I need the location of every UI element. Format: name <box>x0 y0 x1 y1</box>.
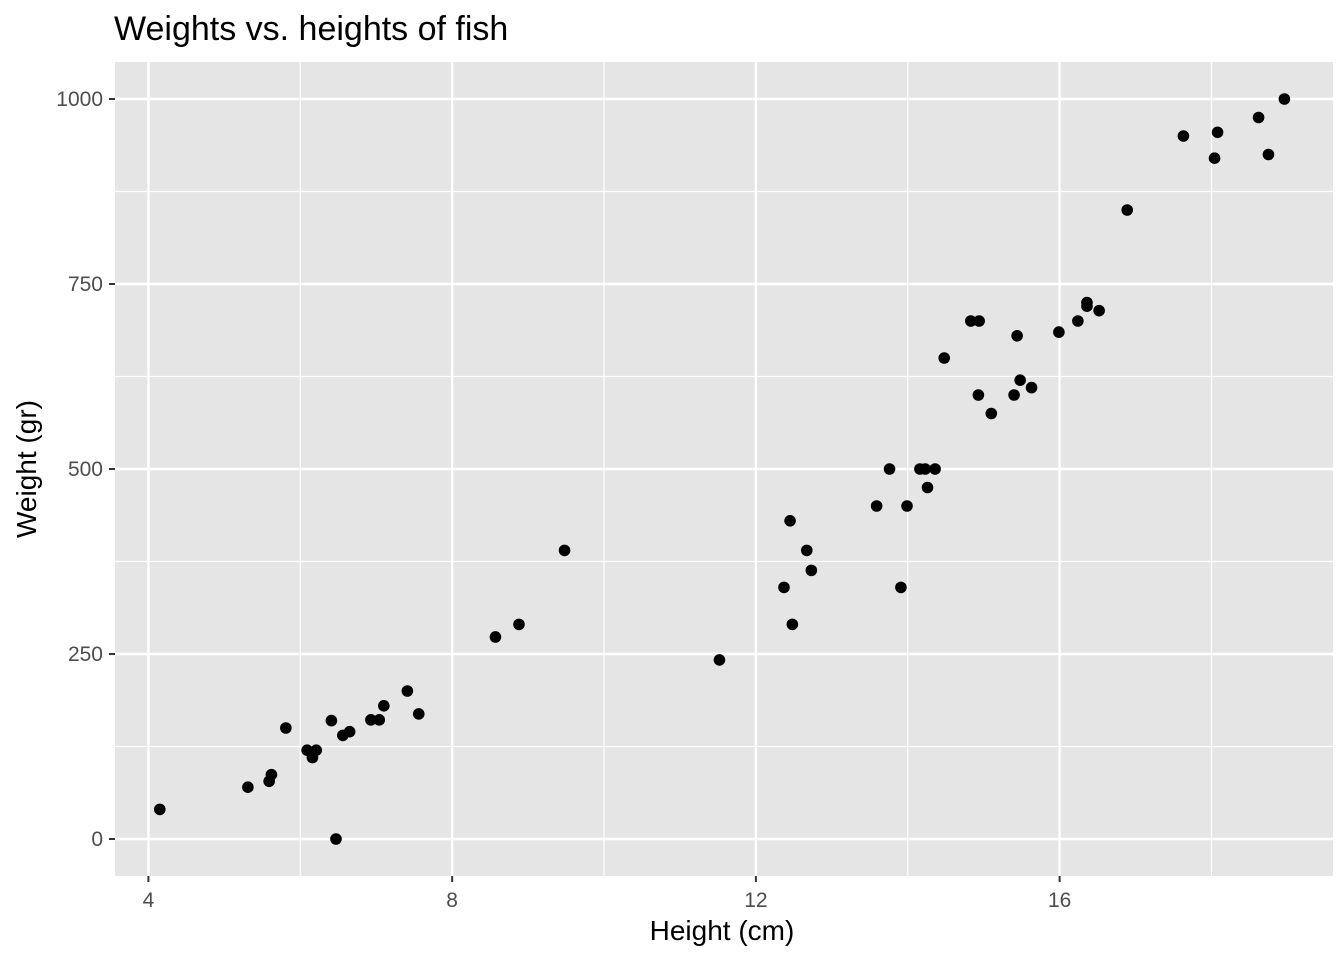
data-point <box>325 714 338 727</box>
y-tick-label: 250 <box>68 643 103 666</box>
data-point <box>985 407 998 420</box>
data-point <box>310 744 323 756</box>
data-point <box>964 315 977 327</box>
x-axis: 4 8 12 16 <box>143 876 1071 912</box>
data-point <box>242 781 254 793</box>
y-tick-label: 750 <box>68 273 103 296</box>
data-point <box>973 315 985 327</box>
data-point <box>1208 152 1221 164</box>
data-point <box>1252 111 1265 124</box>
data-point <box>895 581 907 594</box>
data-points <box>154 93 1291 845</box>
data-point <box>1053 326 1065 338</box>
data-point <box>1211 126 1224 139</box>
y-tick-label: 0 <box>91 828 103 851</box>
data-point <box>972 389 985 401</box>
major-gridlines <box>115 62 1333 876</box>
data-point <box>280 722 292 734</box>
data-point <box>154 803 166 816</box>
y-tick-label: 500 <box>68 458 103 481</box>
data-point <box>489 631 502 643</box>
data-point <box>1072 315 1084 327</box>
data-point <box>713 654 726 666</box>
data-point <box>919 463 932 475</box>
data-point <box>378 700 390 712</box>
data-point <box>412 708 425 720</box>
data-point <box>1081 296 1093 309</box>
data-point <box>778 581 790 594</box>
data-point <box>330 833 342 845</box>
y-axis-title: Weight (gr) <box>11 400 42 538</box>
data-point <box>870 500 883 512</box>
y-tick-label: 1000 <box>56 88 103 111</box>
data-point <box>401 685 414 697</box>
chart-title: Weights vs. heights of fish <box>114 10 508 48</box>
x-tick-label: 4 <box>143 889 155 912</box>
data-point <box>1278 93 1291 105</box>
data-point <box>883 463 896 475</box>
data-point <box>921 481 934 494</box>
data-point <box>929 463 941 475</box>
data-point <box>1011 330 1023 342</box>
data-point <box>1014 374 1026 387</box>
data-point <box>558 544 571 557</box>
y-axis: 0 250 500 750 1000 <box>56 88 115 851</box>
data-point <box>1121 204 1134 216</box>
x-tick-label: 16 <box>1048 889 1071 912</box>
data-point <box>938 352 951 364</box>
data-point <box>1262 148 1275 161</box>
data-point <box>1025 381 1038 394</box>
data-point <box>786 618 799 631</box>
data-point <box>1093 304 1105 317</box>
data-point <box>343 725 356 738</box>
data-point <box>365 714 377 726</box>
data-point <box>373 714 386 726</box>
data-point <box>901 500 913 512</box>
data-point <box>800 544 813 557</box>
data-point <box>784 515 796 527</box>
data-point <box>513 618 525 631</box>
data-point <box>265 768 278 781</box>
data-point <box>805 564 818 577</box>
data-point <box>1177 130 1190 142</box>
data-point <box>1008 389 1020 401</box>
x-tick-label: 12 <box>744 889 767 912</box>
x-tick-label: 8 <box>446 889 458 912</box>
x-axis-title: Height (cm) <box>650 915 795 946</box>
